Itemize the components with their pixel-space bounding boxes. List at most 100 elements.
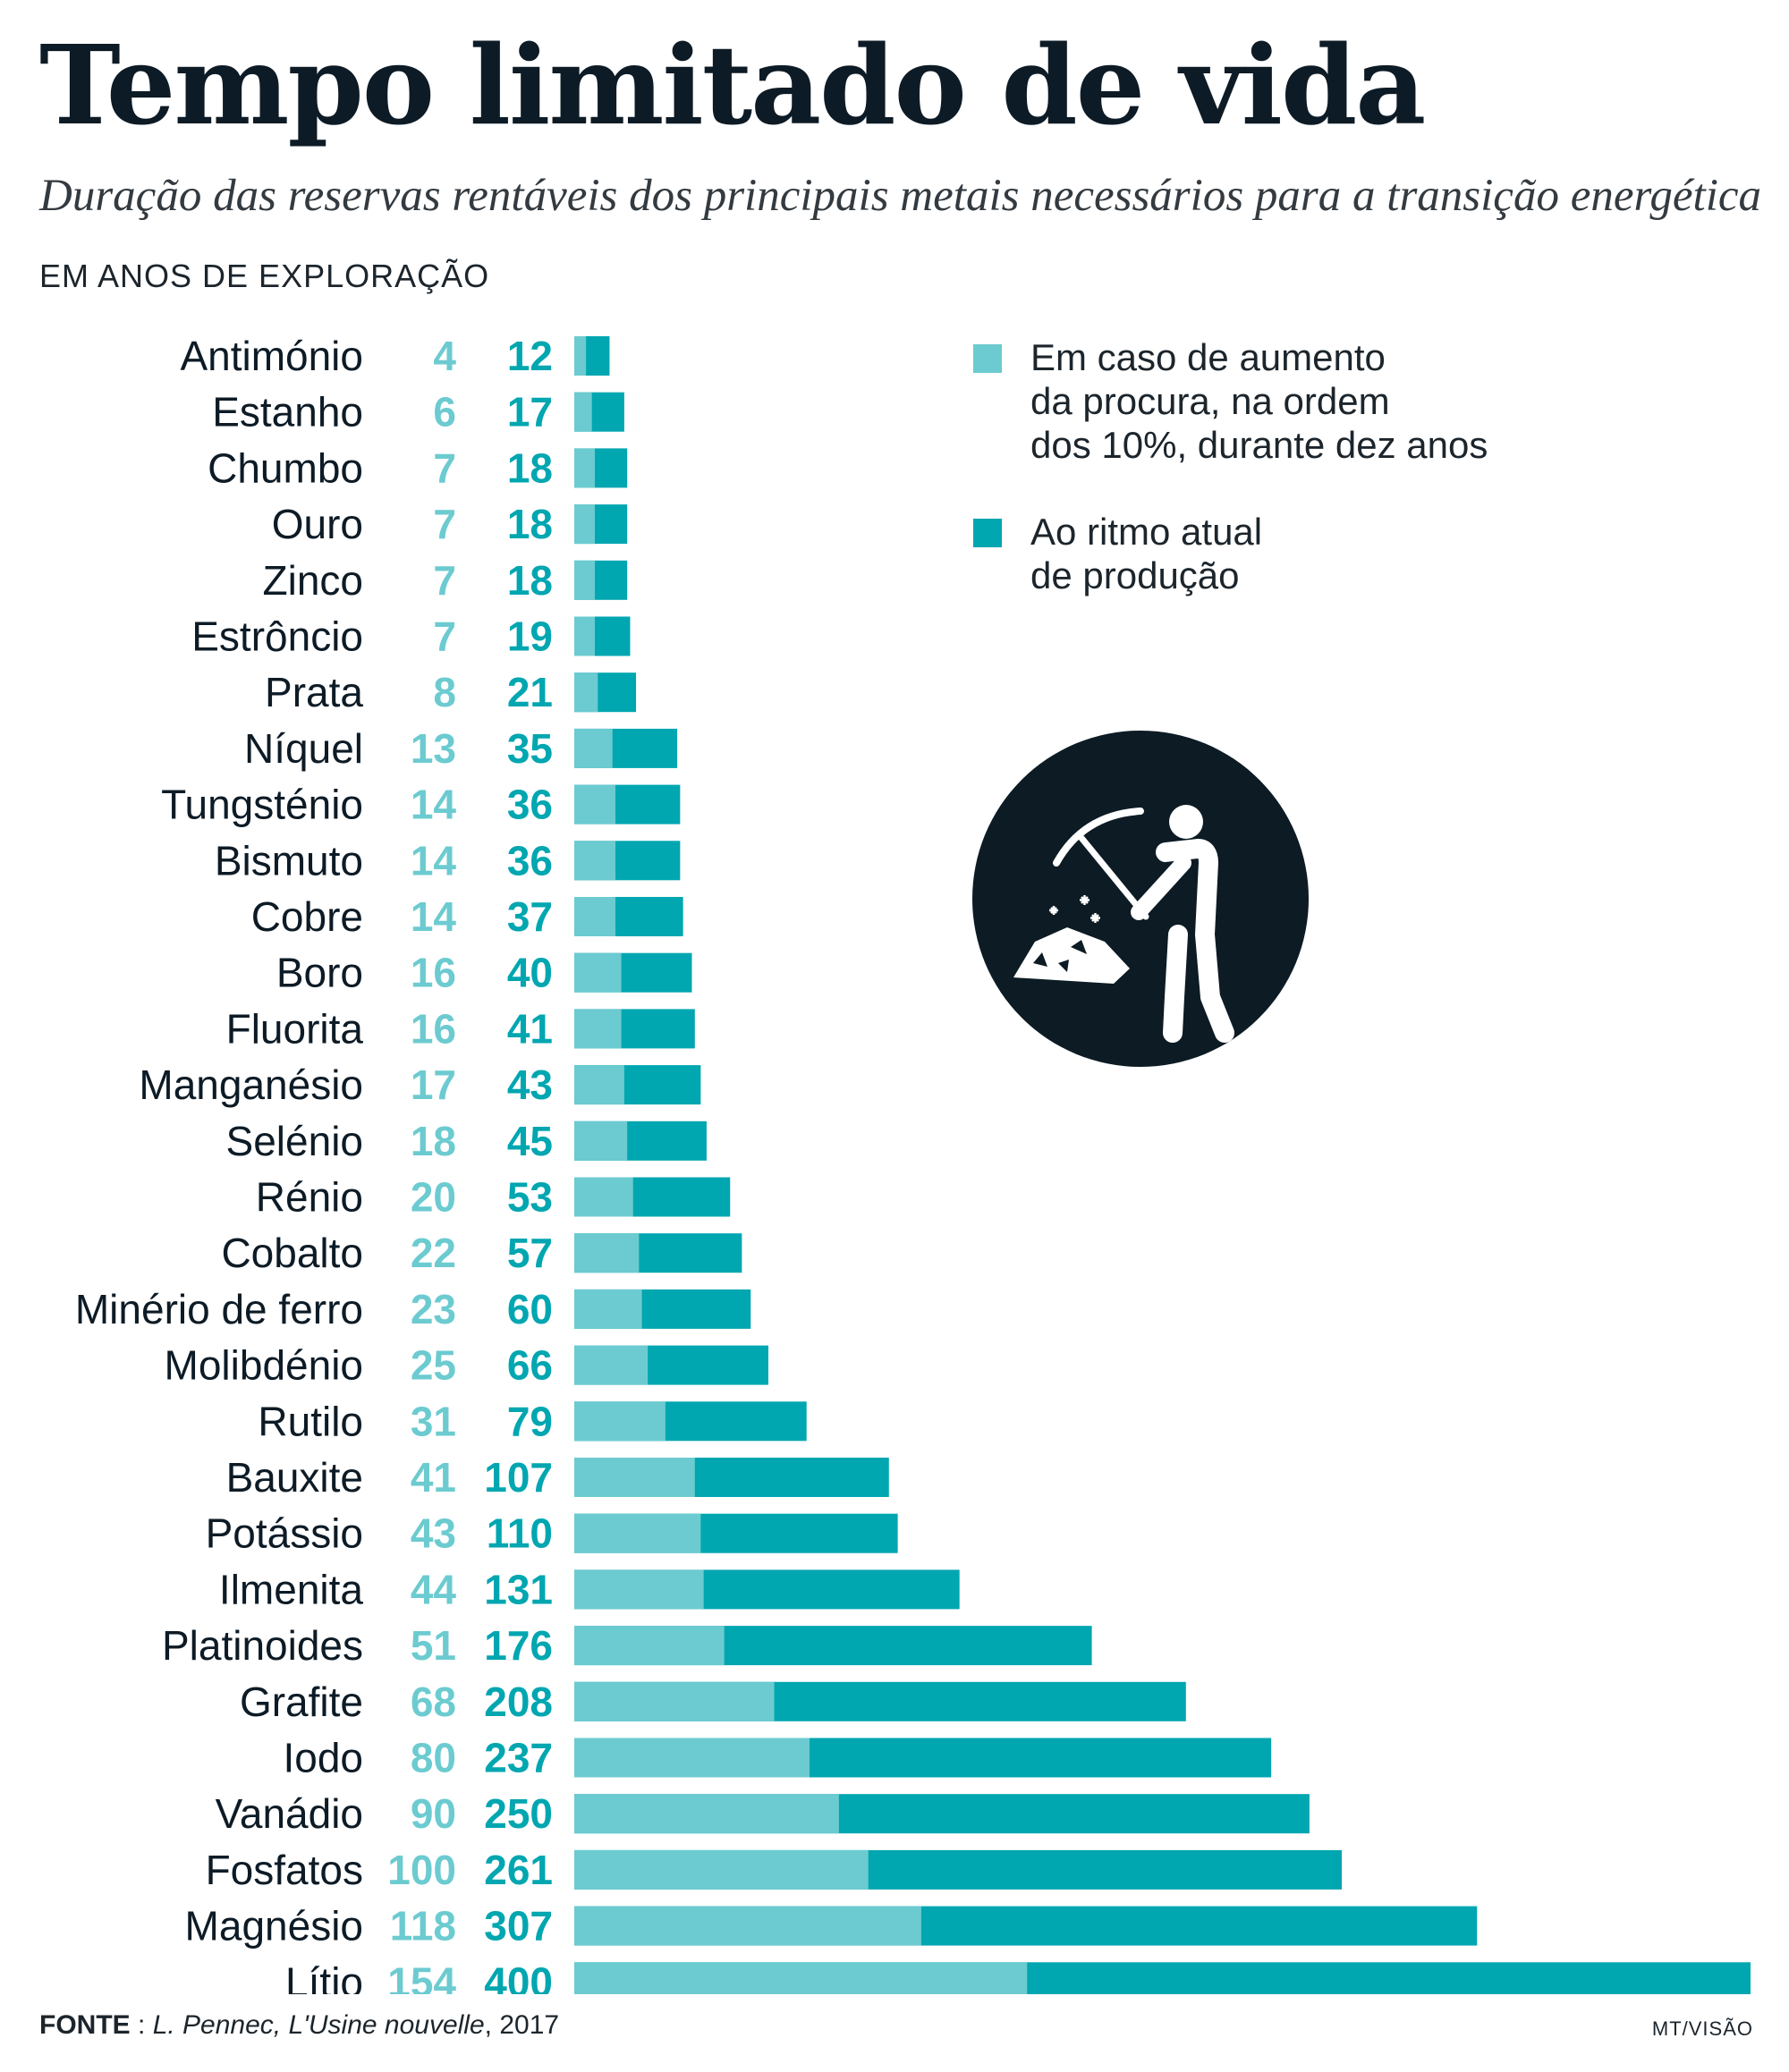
category-label: Cobalto xyxy=(221,1230,363,1276)
bar-demand-increase xyxy=(574,448,596,488)
value-label-current-rate: 12 xyxy=(507,333,553,379)
value-label-demand-increase: 16 xyxy=(411,1005,456,1052)
value-label-current-rate: 176 xyxy=(484,1622,553,1669)
value-label-demand-increase: 16 xyxy=(411,950,456,996)
value-label-current-rate: 110 xyxy=(487,1510,553,1557)
bar-demand-increase xyxy=(574,336,587,376)
value-label-current-rate: 37 xyxy=(507,893,553,940)
value-label-demand-increase: 7 xyxy=(433,501,456,547)
value-label-current-rate: 107 xyxy=(484,1454,553,1501)
value-label-demand-increase: 44 xyxy=(411,1566,457,1612)
value-label-current-rate: 19 xyxy=(507,613,553,660)
bar-demand-increase xyxy=(574,1121,628,1161)
bar-demand-increase xyxy=(574,1177,633,1217)
source-year: , 2017 xyxy=(484,2010,560,2040)
value-label-current-rate: 21 xyxy=(507,669,553,715)
bar-demand-increase xyxy=(574,841,616,881)
value-label-current-rate: 43 xyxy=(507,1061,553,1108)
bar-demand-increase xyxy=(574,1233,640,1273)
value-label-current-rate: 131 xyxy=(484,1566,553,1612)
category-label: Estanho xyxy=(212,389,363,436)
value-label-demand-increase: 43 xyxy=(411,1510,456,1557)
bar-demand-increase xyxy=(574,1681,775,1721)
bar-demand-increase xyxy=(574,1401,666,1442)
category-label: Antimónio xyxy=(180,333,363,379)
category-label: Platinoides xyxy=(162,1622,363,1669)
bar-demand-increase xyxy=(574,1962,1028,1994)
miner-pickaxe-icon xyxy=(972,731,1309,1067)
bar-demand-increase xyxy=(574,1345,649,1385)
bar-demand-increase xyxy=(574,1513,701,1553)
value-label-current-rate: 45 xyxy=(507,1118,553,1164)
category-label: Ilmenita xyxy=(219,1566,363,1612)
value-label-demand-increase: 7 xyxy=(433,444,456,491)
source-note: FONTE : L. Pennec, L'Usine nouvelle, 201… xyxy=(39,2010,559,2041)
bar-demand-increase xyxy=(574,1794,839,1834)
value-label-current-rate: 400 xyxy=(484,1958,553,1994)
value-label-current-rate: 40 xyxy=(507,950,553,996)
bar-demand-increase xyxy=(574,784,616,825)
bar-demand-increase xyxy=(574,504,596,545)
value-label-current-rate: 35 xyxy=(507,725,553,772)
value-label-demand-increase: 80 xyxy=(411,1735,456,1781)
category-label: Rénio xyxy=(256,1174,363,1221)
value-label-current-rate: 17 xyxy=(507,389,553,436)
category-label: Minério de ferro xyxy=(75,1286,363,1332)
bar-demand-increase xyxy=(574,1906,921,1946)
category-label: Vanádio xyxy=(216,1790,363,1837)
value-label-current-rate: 66 xyxy=(507,1342,553,1389)
category-label: Manganésio xyxy=(139,1061,363,1108)
value-label-demand-increase: 154 xyxy=(387,1958,456,1994)
value-label-current-rate: 261 xyxy=(484,1847,553,1893)
value-label-current-rate: 41 xyxy=(507,1005,553,1052)
category-label: Bauxite xyxy=(226,1454,363,1501)
bar-demand-increase xyxy=(574,1569,704,1610)
category-label: Bismuto xyxy=(215,837,363,884)
bar-demand-increase xyxy=(574,1065,624,1105)
value-label-demand-increase: 118 xyxy=(390,1903,456,1949)
value-label-demand-increase: 18 xyxy=(411,1118,456,1164)
category-label: Ouro xyxy=(272,501,363,547)
bar-demand-increase xyxy=(574,560,596,600)
bar-demand-increase xyxy=(574,1738,810,1778)
bar-demand-increase xyxy=(574,672,598,713)
bar-demand-increase xyxy=(574,728,613,768)
category-label: Chumbo xyxy=(208,444,363,491)
value-label-demand-increase: 7 xyxy=(433,557,456,604)
bar-demand-increase xyxy=(574,1458,695,1497)
unit-label: EM ANOS DE EXPLORAÇÃO xyxy=(39,258,490,294)
value-label-demand-increase: 13 xyxy=(411,725,456,772)
bar-demand-increase xyxy=(574,952,622,993)
value-label-demand-increase: 14 xyxy=(411,837,457,884)
category-label: Zinco xyxy=(263,557,363,604)
category-label: Níquel xyxy=(244,725,363,772)
value-label-current-rate: 307 xyxy=(484,1903,553,1949)
value-label-demand-increase: 41 xyxy=(411,1454,456,1501)
value-label-demand-increase: 8 xyxy=(433,669,456,715)
value-label-demand-increase: 51 xyxy=(411,1622,456,1669)
bar-demand-increase xyxy=(574,392,592,432)
value-label-current-rate: 57 xyxy=(507,1230,553,1276)
value-label-current-rate: 18 xyxy=(507,501,553,547)
bar-chart: Antimónio 4 12 Estanho 6 17 Chumbo 7 18 Ouro 7 18 Zi… xyxy=(75,333,1751,1994)
legend-item-current-rate: Ao ritmo atual de produção xyxy=(973,510,1585,597)
category-label: Molibdénio xyxy=(165,1342,363,1389)
value-label-demand-increase: 7 xyxy=(433,613,456,660)
credit-label: MT/VISÃO xyxy=(1651,2017,1753,2040)
source-label: FONTE xyxy=(39,2010,131,2040)
category-label: Selénio xyxy=(226,1118,363,1164)
chart-title: Tempo limitado de vida xyxy=(39,21,1426,149)
bar-demand-increase xyxy=(574,1849,869,1890)
category-label: Fosfatos xyxy=(206,1847,363,1893)
value-label-demand-increase: 23 xyxy=(411,1286,456,1332)
value-label-current-rate: 53 xyxy=(507,1174,553,1221)
bar-demand-increase xyxy=(574,1009,622,1049)
value-label-demand-increase: 20 xyxy=(411,1174,456,1221)
value-label-demand-increase: 31 xyxy=(411,1398,456,1444)
category-label: Cobre xyxy=(251,893,363,940)
value-label-current-rate: 36 xyxy=(507,837,553,884)
value-label-demand-increase: 68 xyxy=(411,1679,456,1725)
chart-subtitle: Duração das reservas rentáveis dos princ… xyxy=(39,171,1762,221)
category-label: Estrôncio xyxy=(191,613,363,660)
source-separator: : xyxy=(130,2010,153,2040)
